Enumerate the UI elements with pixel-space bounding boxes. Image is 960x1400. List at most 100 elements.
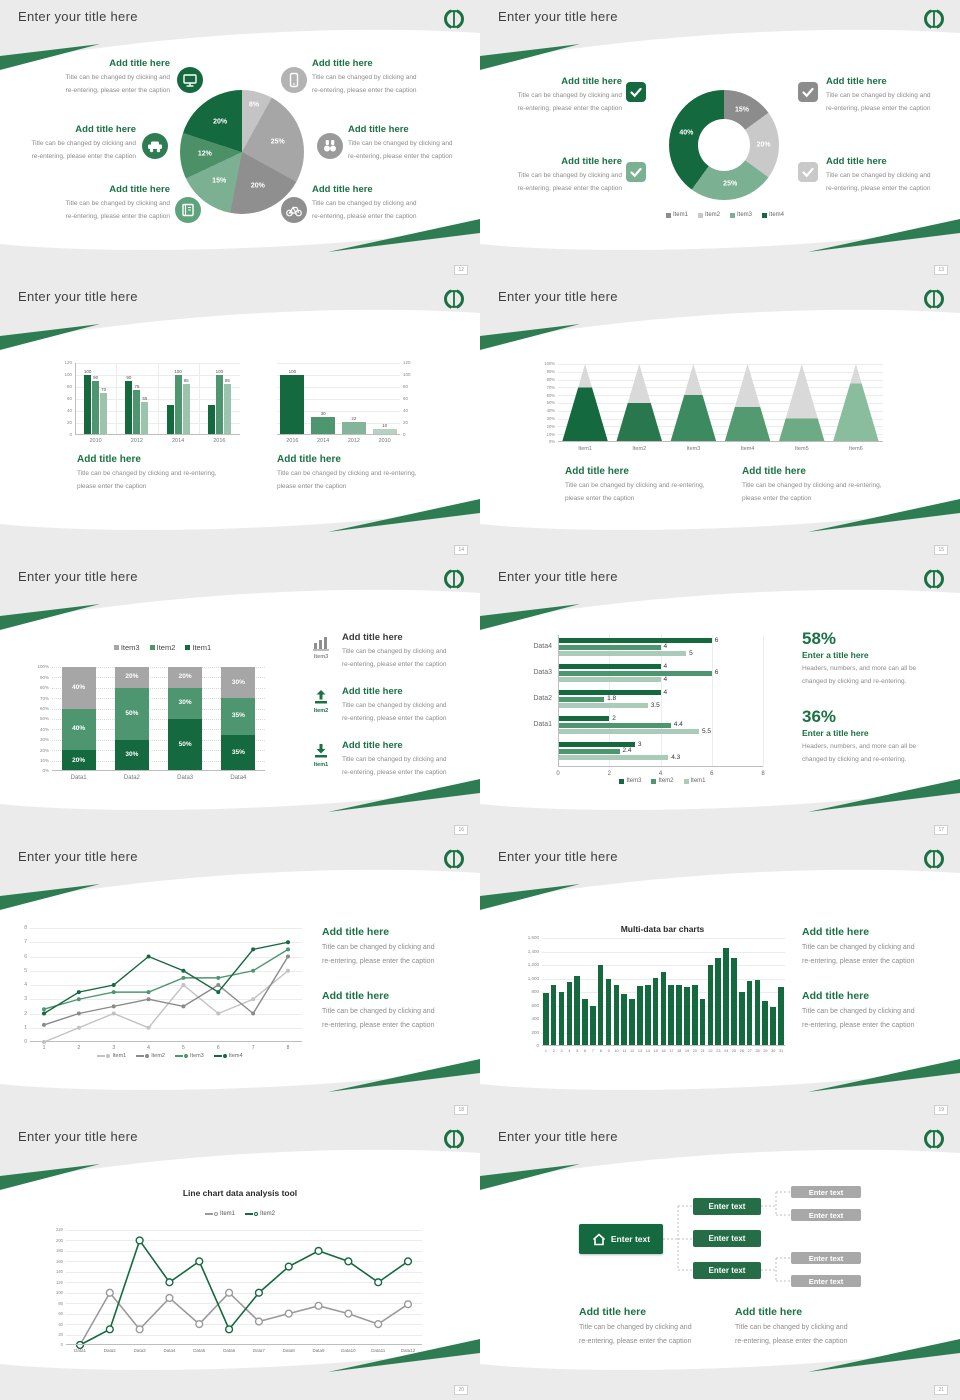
bar bbox=[731, 958, 737, 1046]
gridline bbox=[66, 1261, 422, 1263]
data-point bbox=[286, 947, 290, 952]
data-point bbox=[76, 997, 81, 1002]
bar bbox=[707, 965, 714, 1046]
axis-tick-label: 100 bbox=[56, 1290, 63, 1296]
gridline bbox=[66, 1303, 422, 1305]
bar bbox=[215, 375, 223, 435]
chart-title: Multi-data bar charts bbox=[620, 924, 705, 934]
caption-line: re-entering, please enter the caption bbox=[342, 714, 447, 722]
bar-value-label: 22 bbox=[351, 415, 357, 421]
diagram-leaf-node[interactable]: Enter text bbox=[791, 1186, 861, 1198]
axis-tick-label: 2 bbox=[77, 1045, 81, 1051]
diagram-leaf-node[interactable]: Enter text bbox=[791, 1252, 861, 1264]
bar bbox=[558, 696, 605, 702]
category-label: Data2 bbox=[123, 775, 140, 781]
y-axis-line bbox=[558, 635, 559, 767]
caption: Headers, numbers, and more can all be cha… bbox=[802, 741, 952, 766]
donut-chart: 15% 20% 25% 40% bbox=[669, 90, 779, 200]
bar-value-label: 6 bbox=[714, 669, 719, 676]
data-point bbox=[344, 1309, 353, 1318]
bar-value-label: 4 bbox=[663, 675, 668, 683]
data-point bbox=[314, 1301, 323, 1310]
line-series bbox=[43, 941, 289, 1015]
brand-logo-icon bbox=[444, 847, 464, 871]
bar bbox=[558, 992, 565, 1046]
axis-tick-label: 4 bbox=[147, 1045, 150, 1051]
bar bbox=[543, 993, 549, 1046]
category-label: Item2 bbox=[632, 446, 647, 452]
caption-line: please enter the caption bbox=[77, 482, 147, 490]
axis-tick-label: 9 bbox=[607, 1049, 610, 1053]
axis-tick-label: Data10 bbox=[341, 1348, 356, 1353]
diagram-leaf-node[interactable]: Enter text bbox=[791, 1209, 861, 1221]
bar bbox=[174, 375, 182, 435]
data-point bbox=[181, 975, 186, 980]
text-block-2: Add title here Title can be changed by c… bbox=[322, 990, 474, 1032]
checkbox-icon bbox=[626, 162, 646, 182]
legend-swatch bbox=[149, 645, 155, 650]
legend-line bbox=[97, 1055, 106, 1057]
callout-title: Add title here bbox=[312, 184, 373, 195]
diagram-root-node[interactable]: Enter text bbox=[579, 1224, 663, 1254]
caption: Title can be changed by clicking and re-… bbox=[77, 468, 272, 493]
caption-line: Title can be changed by clicking and bbox=[802, 1008, 915, 1015]
text-block-left: Add title here Title can be changed by c… bbox=[565, 466, 760, 505]
data-point bbox=[216, 990, 221, 995]
diagram-mid-node[interactable]: Enter text bbox=[693, 1230, 761, 1247]
legend-swatch bbox=[651, 778, 657, 784]
caption: Title can be changed by clicking and re-e… bbox=[802, 941, 954, 968]
category-label: Item1 bbox=[578, 446, 592, 452]
chart-title: Line chart data analysis tool bbox=[182, 1188, 298, 1198]
axis-tick-label: Data1 bbox=[73, 1348, 87, 1353]
axis-tick-label: 11 bbox=[622, 1049, 627, 1053]
diagram-mid-node[interactable]: Enter text bbox=[693, 1198, 761, 1215]
caption: Title can be changed by clicking and re-e… bbox=[490, 90, 622, 115]
axis-tick-label: 100% bbox=[37, 664, 49, 670]
axis-tick-label: 40 bbox=[58, 1321, 63, 1327]
text-block-right: Add title here Title can be changed by c… bbox=[277, 454, 472, 493]
gridline bbox=[558, 426, 883, 428]
axis-tick-label: 100 bbox=[64, 372, 72, 378]
bar bbox=[590, 1005, 596, 1046]
legend-item: Item2 bbox=[245, 1211, 275, 1217]
gridline bbox=[52, 750, 265, 752]
diagram-mid-node[interactable]: Enter text bbox=[693, 1262, 761, 1279]
axis-tick-label: 160 bbox=[56, 1258, 63, 1264]
gridline bbox=[66, 1313, 422, 1315]
axis-tick-label: 2 bbox=[552, 1049, 555, 1053]
diagram-leaf-node[interactable]: Enter text bbox=[791, 1275, 861, 1287]
text-block-3: Add title here Title can be changed by c… bbox=[342, 740, 472, 779]
axis-tick-label: 5 bbox=[182, 1045, 185, 1051]
stat-block-2: 36% Enter a title here Headers, numbers,… bbox=[802, 708, 952, 766]
legend-marker bbox=[213, 1212, 218, 1216]
caption-line: Title can be changed by clicking and bbox=[342, 756, 447, 763]
axis-tick-label: Data5 bbox=[193, 1348, 206, 1353]
legend-marker bbox=[145, 1054, 150, 1058]
legend-item: Item2 bbox=[136, 1053, 165, 1059]
line-chart-svg bbox=[75, 1236, 413, 1350]
stack-segment bbox=[221, 667, 256, 699]
slide-15: Enter your title here 0% 10% 20% 30% 40% 50% 6… bbox=[480, 280, 960, 560]
axis-tick-label: Data8 bbox=[282, 1348, 295, 1353]
data-point bbox=[165, 1278, 174, 1287]
segment-label: 30% bbox=[178, 699, 192, 707]
x-axis-line bbox=[66, 1344, 422, 1345]
callout-title: Add title here bbox=[826, 156, 887, 167]
legend-line bbox=[245, 1213, 253, 1215]
category-label: 2014 bbox=[172, 438, 185, 444]
data-point bbox=[135, 1236, 144, 1245]
axis-tick-label: 90% bbox=[39, 674, 49, 680]
gridline bbox=[52, 667, 265, 668]
axis-tick-label: 12 bbox=[630, 1049, 635, 1053]
bar-value-label: 100 bbox=[174, 369, 182, 374]
slide-12: Enter your title here Add title here Tit… bbox=[0, 0, 480, 280]
diagram-node-label: Enter text bbox=[808, 1276, 844, 1286]
axis-tick-label: Data11 bbox=[371, 1348, 386, 1353]
slide-background-curve bbox=[0, 1149, 480, 1372]
bar-chart-icon bbox=[313, 637, 329, 651]
axis-tick-label: 60% bbox=[39, 705, 49, 711]
binoculars-icon bbox=[317, 133, 343, 159]
caption: Title can be changed by clicking and re-e… bbox=[6, 198, 170, 223]
callout-title: Add title here bbox=[312, 58, 373, 69]
legend-item-label: Item2 bbox=[658, 778, 674, 784]
